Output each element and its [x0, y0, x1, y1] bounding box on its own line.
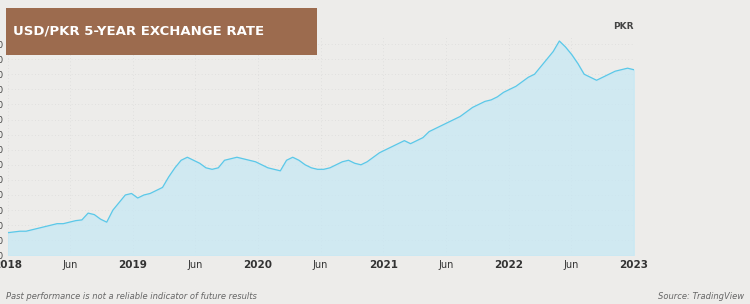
Text: Past performance is not a reliable indicator of future results: Past performance is not a reliable indic… — [6, 292, 256, 301]
Text: PKR: PKR — [614, 22, 634, 31]
Text: Source: TradingView: Source: TradingView — [658, 292, 744, 301]
Text: USD/PKR 5-YEAR EXCHANGE RATE: USD/PKR 5-YEAR EXCHANGE RATE — [13, 25, 265, 38]
